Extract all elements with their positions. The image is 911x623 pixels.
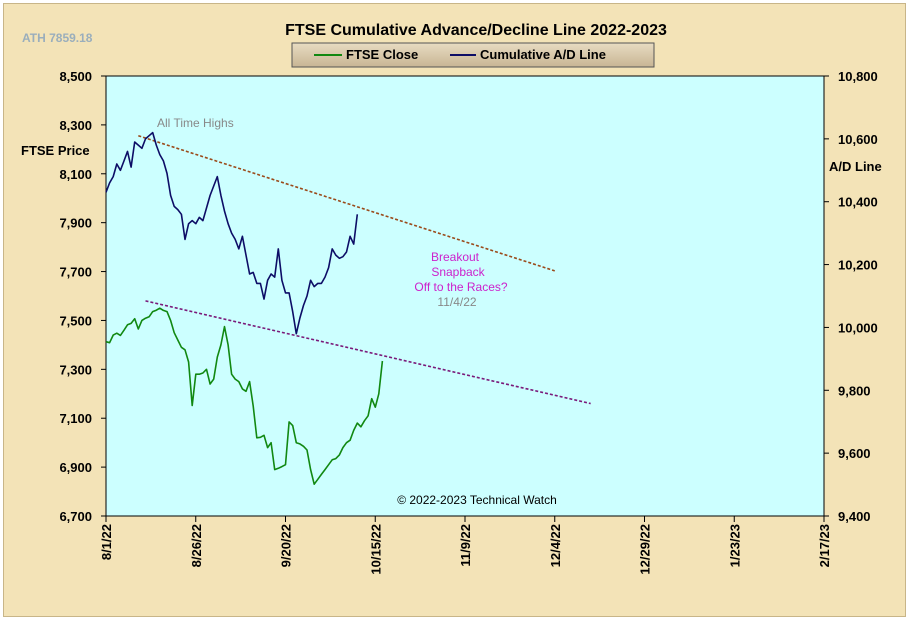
- right-tick-label: 9,800: [838, 383, 871, 398]
- lower-trendline: [145, 300, 591, 405]
- right-tick-label: 9,400: [838, 509, 871, 524]
- left-tick-label: 6,900: [59, 460, 92, 475]
- right-tick-label: 10,000: [838, 320, 878, 335]
- right-tick-label: 10,400: [838, 195, 878, 210]
- annotation-snapback: Snapback: [431, 265, 485, 279]
- x-tick-label: 2/17/23: [817, 524, 832, 567]
- corner-note: ATH 7859.18: [22, 31, 93, 45]
- series-ftse-close-line: [105, 307, 384, 486]
- annotation-breakout: Breakout: [431, 250, 480, 264]
- legend: FTSE Close Cumulative A/D Line: [291, 42, 655, 68]
- right-tick-label: 10,200: [838, 258, 878, 273]
- left-tick-label: 6,700: [59, 509, 92, 524]
- right-tick-label: 10,800: [838, 69, 878, 84]
- right-tick-label: 10,600: [838, 132, 878, 147]
- left-tick-label: 7,500: [59, 313, 92, 328]
- left-tick-label: 7,100: [59, 411, 92, 426]
- annotations: All Time Highs Breakout Snapback Off to …: [157, 116, 557, 507]
- trendlines: [138, 134, 591, 405]
- x-tick-label: 10/15/22: [368, 524, 383, 575]
- plot-area: [105, 75, 825, 517]
- right-axis: 9,400 9,600 9,800 10,000 10,200 10,400 10,600 1…: [824, 69, 878, 524]
- x-tick-label: 12/4/22: [548, 524, 563, 567]
- annotation-date: 11/4/22: [437, 295, 476, 309]
- x-tick-label: 11/9/22: [458, 524, 473, 567]
- x-tick-label: 8/1/22: [99, 524, 114, 560]
- x-axis: 8/1/22 8/26/22 9/20/22 10/15/22 11/9/22 12/4/…: [99, 516, 832, 575]
- left-tick-label: 8,300: [59, 118, 92, 133]
- left-tick-label: 8,100: [59, 167, 92, 182]
- series-ad-line: [105, 131, 359, 335]
- series-layer: [105, 131, 384, 486]
- left-tick-label: 8,500: [59, 69, 92, 84]
- copyright-note: © 2022-2023 Technical Watch: [397, 493, 557, 507]
- upper-trendline: [138, 134, 555, 272]
- left-axis: 6,700 6,900 7,100 7,300 7,500 7,700 7,900 8,100…: [59, 69, 106, 524]
- x-tick-label: 1/23/23: [727, 524, 742, 567]
- x-tick-label: 9/20/22: [279, 524, 294, 567]
- chart-title: FTSE Cumulative Advance/Decline Line 202…: [285, 22, 667, 39]
- annotation-off-to-the-races: Off to the Races?: [414, 280, 507, 294]
- right-tick-label: 9,600: [838, 446, 871, 461]
- legend-label-ad-line: Cumulative A/D Line: [480, 47, 606, 62]
- x-tick-label: 8/26/22: [189, 524, 204, 567]
- left-tick-label: 7,300: [59, 362, 92, 377]
- left-tick-label: 7,700: [59, 265, 92, 280]
- left-axis-label: FTSE Price: [21, 143, 90, 158]
- x-tick-label: 12/29/22: [638, 524, 653, 575]
- right-axis-label: A/D Line: [829, 159, 882, 174]
- annotation-all-time-highs: All Time Highs: [157, 116, 234, 130]
- legend-label-ftse-close: FTSE Close: [346, 47, 418, 62]
- left-tick-label: 7,900: [59, 216, 92, 231]
